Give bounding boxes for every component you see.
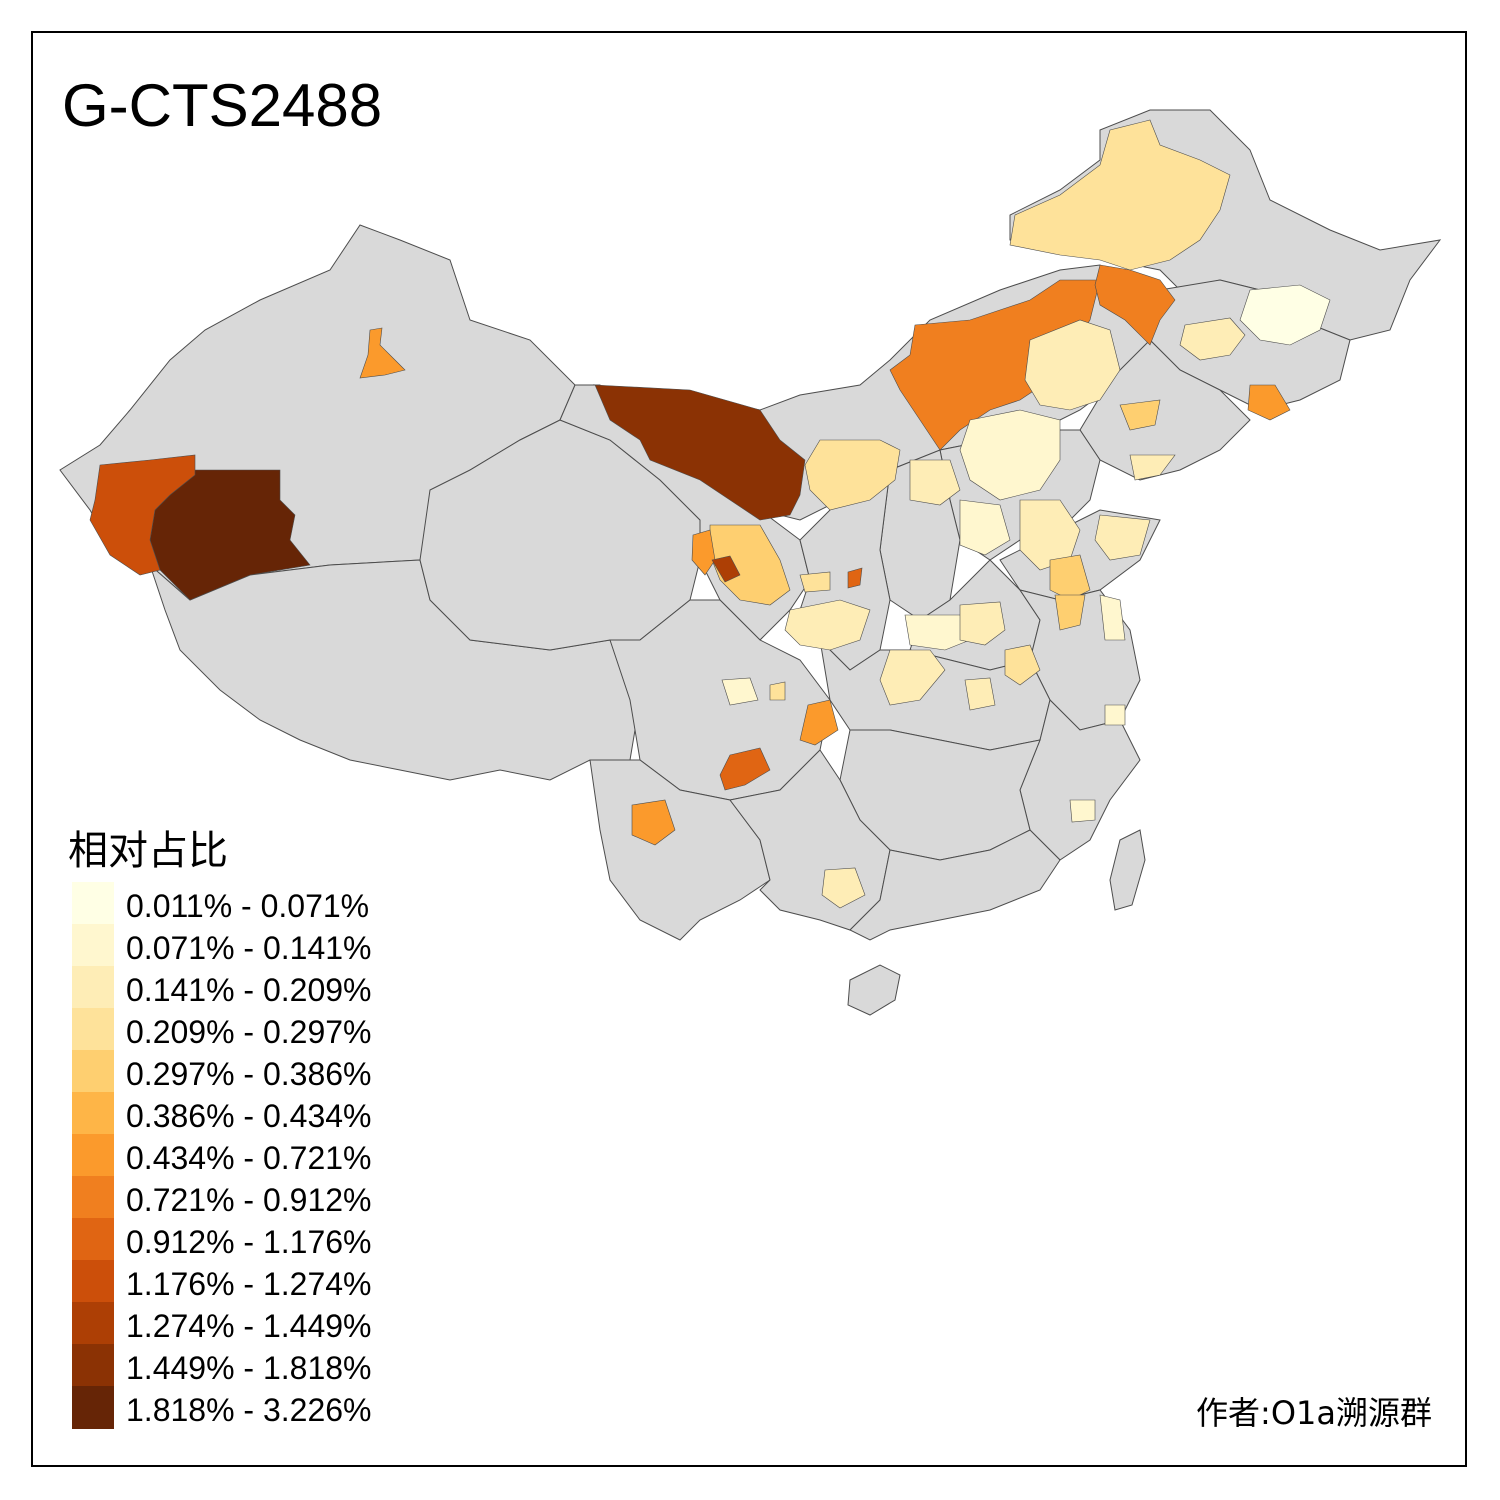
region-bin-3 [1009,119,1231,271]
legend-swatch [72,1218,114,1261]
region-bin-1 [904,614,971,651]
region-bin-2 [909,459,961,506]
author-credit: 作者:O1a溯源群 [1196,1394,1432,1432]
region-bin-4 [1054,594,1086,631]
legend-swatch [72,1386,114,1429]
region-bin-11 [594,384,806,521]
legend-label: 1.449% - 1.818% [126,1350,372,1386]
legend-label: 0.011% - 0.071% [126,888,370,924]
legend-swatch [72,1050,114,1093]
legend-item: 0.386% - 0.434% [72,1092,402,1135]
region-bin-2 [959,601,1006,646]
legend-label: 1.818% - 3.226% [126,1392,372,1428]
legend-item: 0.434% - 0.721% [72,1134,402,1177]
legend-item: 0.011% - 0.071% [72,882,402,925]
legend-item: 0.912% - 1.176% [72,1218,402,1261]
region-bin-1 [1069,799,1096,823]
region-bin-1 [959,409,1061,501]
legend-item: 0.297% - 0.386% [72,1050,402,1093]
region-bin-6 [359,327,406,379]
region-bin-10 [711,555,741,583]
region-bin-2 [1129,454,1176,481]
region-bin-0 [1239,284,1331,346]
region-bin-2 [784,599,871,651]
legend-swatch [72,1344,114,1387]
region-bin-3 [799,571,831,593]
region-bin-6 [1247,384,1291,421]
map-frame [31,31,1467,1467]
region-bin-3 [804,439,901,511]
region-bin-2 [879,649,946,706]
legend-item: 0.209% - 0.297% [72,1008,402,1051]
region-qinghai [419,419,701,651]
region-bin-4 [1119,399,1161,431]
legend-label: 0.209% - 0.297% [126,1014,372,1050]
region-bin-1 [959,499,1011,556]
legend-label: 0.297% - 0.386% [126,1056,372,1092]
region-bin-4 [709,524,791,606]
region-bin-2 [1094,514,1151,561]
region-bin-2 [1179,317,1246,361]
legend-item: 1.274% - 1.449% [72,1302,402,1345]
legend-swatch [72,1092,114,1135]
legend-label: 0.141% - 0.209% [126,972,372,1008]
legend-label: 0.912% - 1.176% [126,1224,372,1260]
region-guangdong [849,829,1061,941]
region-bin-1 [1099,594,1126,641]
legend-item: 0.141% - 0.209% [72,966,402,1009]
region-bin-3 [1004,644,1041,686]
region-bin-1 [1104,704,1126,726]
region-bin-6 [691,529,716,576]
region-bin-9 [89,454,196,576]
legend-item: 0.071% - 0.141% [72,924,402,967]
legend-swatch [72,924,114,967]
legend-title: 相对占比 [68,828,228,874]
legend-swatch [72,1176,114,1219]
legend-label: 1.274% - 1.449% [126,1308,372,1344]
legend-swatch [72,882,114,925]
legend-swatch [72,1008,114,1051]
legend-swatch [72,1134,114,1177]
legend-label: 0.386% - 0.434% [126,1098,372,1134]
legend-item: 1.176% - 1.274% [72,1260,402,1303]
region-bin-8 [847,567,863,589]
region-bin-2 [964,677,996,711]
legend-item: 1.449% - 1.818% [72,1344,402,1387]
legend-item: 1.818% - 3.226% [72,1386,402,1429]
region-bin-7 [889,279,1101,451]
region-hainan [847,964,901,1016]
region-bin-2 [821,867,866,909]
legend-label: 0.071% - 0.141% [126,930,372,966]
map-title: G-CTS2488 [62,72,383,139]
legend: 0.011% - 0.071% 0.071% - 0.141% 0.141% -… [72,882,402,1429]
legend-label: 0.721% - 0.912% [126,1182,372,1218]
legend-label: 1.176% - 1.274% [126,1266,372,1302]
legend-swatch [72,1302,114,1345]
region-bin-8 [719,747,771,791]
region-bin-1 [721,677,759,706]
region-taiwan [1109,829,1146,911]
data-regions [89,119,1331,909]
region-bin-3 [769,681,786,701]
region-bin-7 [1094,264,1176,346]
region-bin-6 [799,699,839,746]
legend-label: 0.434% - 0.721% [126,1140,372,1176]
region-bin-6 [631,799,676,846]
legend-swatch [72,1260,114,1303]
region-bin-2 [1024,319,1121,411]
legend-swatch [72,966,114,1009]
legend-item: 0.721% - 0.912% [72,1176,402,1219]
